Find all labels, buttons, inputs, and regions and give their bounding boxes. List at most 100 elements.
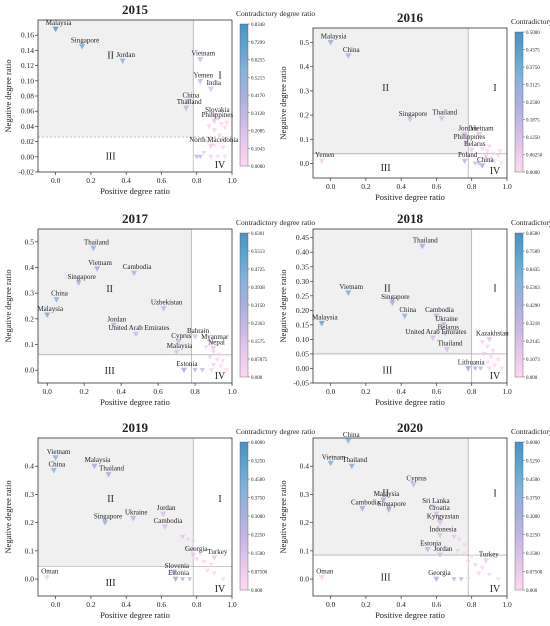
point-label: Jordan [157,504,176,512]
point-label: Estonia [168,569,190,577]
x-axis-label: Positive degree ratio [100,397,170,407]
cluster-point [211,128,217,133]
colorbar-tick-label: 0.1500 [526,552,540,557]
colorbar-title: Contradictory degree ratio [236,9,315,18]
plot-frame [312,27,508,179]
colorbar-tick-label: 0.3128 [251,112,265,117]
y-tick-label: 0.04 [21,122,34,131]
point-label: Vietnam [47,448,71,456]
quadrant-label-II: II [106,284,113,295]
data-point [175,339,182,345]
x-tick-label: 1.0 [502,387,512,396]
point-label: China [49,460,67,468]
point-label: Singapore [399,110,427,118]
y-tick-label: 0.5 [25,237,35,246]
quadrant-label-IV: IV [215,371,226,382]
x-tick-label: 1.0 [227,387,237,396]
data-point [131,270,138,277]
cluster-point [458,577,464,582]
cluster-point [208,154,214,160]
data-point [91,463,98,470]
cluster-point [472,366,478,371]
point-label: Oman [41,568,59,576]
colorbar-tick-label: 0.5250 [526,460,540,465]
cluster-point [218,364,224,369]
point-label: Singapore [381,293,409,301]
y-tick-label: 0.1 [25,546,35,555]
colorbar-tick-label: 0.1500 [251,552,265,557]
y-tick-label: 0.3 [25,490,35,499]
y-tick-label: 0.0 [25,366,35,375]
data-point [410,482,417,488]
quadrant-label-II: II [107,51,114,62]
colorbar-tick-label: 0.3750 [526,497,540,502]
plot-frame [312,437,508,597]
cluster-point [479,340,485,345]
cluster-point [456,537,462,543]
colorbar-tick-label: 0.3750 [526,66,540,71]
quadrant-label-IV: IV [490,166,501,177]
x-tick-label: 0.8 [192,600,202,609]
cluster-point [486,144,492,150]
colorbar-tick-label: 0.1043 [251,147,265,152]
quadrant-label-I: I [493,283,496,294]
x-tick-label: 0.8 [192,176,202,185]
colorbar-tick-label: 0.07875 [251,358,268,363]
cluster-point [215,116,221,122]
point-label: Uzbekistan [151,299,183,307]
data-point [50,467,57,474]
point-label: Myanmar [201,333,229,341]
x-tick-label: 0.0 [326,182,336,191]
colorbar-tick-label: 0.2500 [526,101,540,106]
data-point [461,158,468,165]
point-label: Cambodia [123,263,153,271]
x-tick-label: 0.0 [326,600,336,609]
data-point [161,524,168,530]
colorbar-tick-label: 0.6255 [251,59,265,64]
point-label: China [51,290,69,298]
colorbar-tick-label: 0.5363 [526,286,540,291]
data-point [211,555,218,561]
x-tick-label: 0.8 [190,387,200,396]
x-tick-label: 1.0 [502,600,512,609]
x-tick-label: 0.6 [153,387,163,396]
data-point [401,313,408,320]
cluster-point [223,368,229,373]
y-tick-label: -0.05 [293,379,309,388]
data-point [479,163,486,169]
data-point [197,57,204,63]
cluster-point [499,161,505,166]
data-point [436,532,443,539]
data-point [211,118,218,125]
cluster-point [204,568,210,574]
data-point [433,511,440,518]
colorbar-tick-label: 0.2250 [526,534,540,539]
colorbar-tick-label: 0.2250 [251,534,265,539]
point-label: Singapore [378,500,406,508]
x-tick-label: 1.0 [502,182,512,191]
x-tick-label: 0.0 [326,387,336,396]
x-tick-label: 0.4 [396,600,406,609]
x-tick-label: 0.6 [432,600,442,609]
point-label: Jordan [107,315,126,323]
data-point [385,507,392,513]
colorbar-tick-label: 0.4170 [251,94,265,99]
cluster-point [483,154,489,159]
x-tick-label: 0.4 [396,182,406,191]
quadrant-label-II: II [107,494,114,505]
cluster-point [180,534,186,540]
cluster-point [469,554,475,559]
quadrant-label-I: I [218,71,221,82]
quadrant-label-IV: IV [215,584,226,595]
point-label: Sri Lanka [422,497,450,505]
x-tick-label: 0.2 [361,387,371,396]
point-label: Singapore [94,513,122,521]
point-label: Malaysia [312,313,339,321]
point-label: Bahrain [187,327,210,335]
quadrant-label-II: II [382,489,389,500]
point-label: Ukraine [435,315,458,323]
y-tick-label: 0.0 [25,575,35,584]
point-label: Ukraine [125,508,148,516]
y-tick-label: 0.10 [21,76,34,85]
